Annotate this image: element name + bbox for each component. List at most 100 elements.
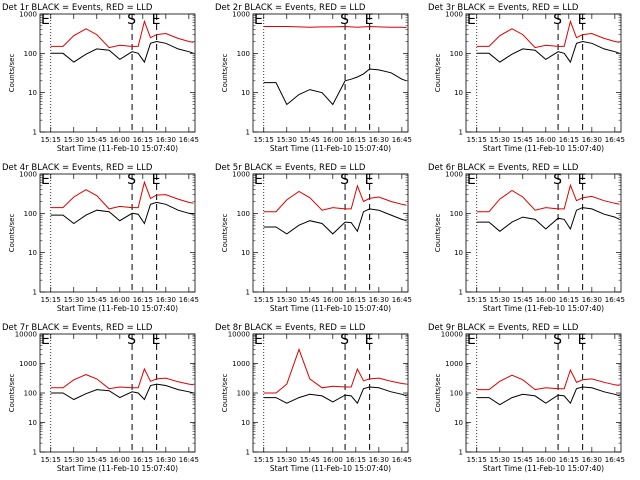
- marker-label: E: [467, 332, 476, 348]
- panel-title: Det 6r BLACK = Events, RED = LLD: [428, 163, 579, 173]
- lld-series-line: [263, 25, 407, 29]
- y-axis-label: Counts/sec: [434, 214, 442, 253]
- detector-panel: Det 6r BLACK = Events, RED = LLD 1 10 100 10…: [428, 163, 625, 313]
- y-tick-label: 1: [33, 289, 37, 297]
- x-tick-label: 16:00: [536, 456, 556, 464]
- events-series-line: [263, 68, 407, 106]
- x-tick-label: 15:15: [254, 136, 274, 144]
- x-tick-label: 15:30: [490, 296, 510, 304]
- x-tick-label: 15:45: [87, 456, 107, 464]
- marker-label: S: [553, 332, 562, 348]
- x-tick-label: 15:30: [277, 296, 297, 304]
- x-tick-label: 15:45: [513, 136, 533, 144]
- x-tick-label: 15:15: [41, 296, 61, 304]
- x-tick-label: 15:15: [254, 296, 274, 304]
- lld-series-line: [476, 183, 620, 213]
- marker-label: E: [41, 172, 50, 188]
- axes-frame: [465, 173, 622, 293]
- x-tick-label: 16:45: [392, 296, 412, 304]
- marker-label: S: [340, 12, 349, 28]
- y-tick-label: 100: [24, 50, 37, 58]
- x-tick-label: 16:15: [559, 136, 579, 144]
- lld-series-line: [50, 367, 194, 390]
- y-tick-label: 1000: [232, 360, 250, 368]
- x-tick-label: 16:00: [110, 136, 130, 144]
- x-tick-label: 16:15: [133, 136, 153, 144]
- detector-panel: Det 7r BLACK = Events, RED = LLD 1 10 100 10…: [2, 323, 199, 473]
- marker-label: S: [127, 12, 136, 28]
- x-tick-label: 15:30: [490, 456, 510, 464]
- detector-panel: Det 1r BLACK = Events, RED = LLD 1 10 100 10…: [2, 3, 199, 153]
- detector-panel: Det 8r BLACK = Events, RED = LLD 1 10 100 10…: [215, 323, 412, 473]
- marker-label: E: [254, 12, 263, 28]
- y-tick-label: 10: [28, 419, 37, 427]
- x-axis-label: Start Time (11-Feb-10 15:07:40): [57, 464, 178, 473]
- x-tick-label: 15:45: [300, 456, 320, 464]
- y-tick-label: 10000: [441, 331, 463, 339]
- marker-label: E: [467, 172, 476, 188]
- y-tick-label: 1000: [445, 171, 463, 179]
- x-axis-label: Start Time (11-Feb-10 15:07:40): [270, 464, 391, 473]
- x-tick-label: 16:15: [133, 296, 153, 304]
- y-tick-label: 1: [33, 449, 37, 457]
- y-tick-label: 1000: [445, 11, 463, 19]
- x-tick-label: 15:45: [87, 296, 107, 304]
- y-tick-label: 100: [24, 210, 37, 218]
- marker-label: E: [578, 172, 587, 188]
- x-tick-label: 15:45: [300, 296, 320, 304]
- y-tick-label: 1000: [445, 360, 463, 368]
- x-tick-label: 16:00: [323, 136, 343, 144]
- y-tick-label: 10: [241, 89, 250, 97]
- y-tick-label: 1000: [232, 171, 250, 179]
- y-tick-label: 10000: [15, 331, 37, 339]
- y-tick-label: 1: [246, 449, 250, 457]
- x-tick-label: 15:45: [87, 136, 107, 144]
- axes-frame: [252, 173, 409, 293]
- x-tick-label: 16:00: [323, 456, 343, 464]
- lld-series-line: [50, 19, 194, 49]
- x-tick-label: 15:30: [64, 296, 84, 304]
- y-tick-label: 100: [237, 390, 250, 398]
- events-series-line: [476, 207, 620, 232]
- x-tick-label: 15:30: [277, 456, 297, 464]
- x-tick-label: 16:30: [369, 456, 389, 464]
- marker-label: S: [340, 172, 349, 188]
- lld-series-line: [263, 347, 407, 394]
- y-tick-label: 10: [454, 249, 463, 257]
- x-tick-label: 16:30: [156, 296, 176, 304]
- marker-label: E: [41, 332, 50, 348]
- lld-series-line: [263, 184, 407, 213]
- x-tick-label: 16:45: [179, 456, 199, 464]
- x-tick-label: 16:00: [536, 296, 556, 304]
- x-tick-label: 16:15: [133, 456, 153, 464]
- y-axis-label: Counts/sec: [221, 214, 229, 253]
- x-axis-label: Start Time (11-Feb-10 15:07:40): [483, 304, 604, 313]
- detector-panel: Det 5r BLACK = Events, RED = LLD 1 10 100 10…: [215, 163, 412, 313]
- marker-label: E: [467, 12, 476, 28]
- x-tick-label: 15:30: [490, 136, 510, 144]
- events-series-line: [50, 201, 194, 225]
- axes-frame: [39, 13, 196, 133]
- x-tick-label: 16:30: [156, 456, 176, 464]
- y-tick-label: 100: [450, 210, 463, 218]
- y-tick-label: 100: [450, 50, 463, 58]
- x-tick-label: 15:30: [277, 136, 297, 144]
- marker-label: S: [553, 12, 562, 28]
- x-axis-label: Start Time (11-Feb-10 15:07:40): [57, 144, 178, 153]
- y-tick-label: 10: [28, 89, 37, 97]
- marker-label: S: [127, 172, 136, 188]
- y-tick-label: 10: [454, 419, 463, 427]
- panel-title: Det 3r BLACK = Events, RED = LLD: [428, 3, 579, 13]
- y-tick-label: 1: [459, 449, 463, 457]
- x-tick-label: 15:15: [41, 136, 61, 144]
- y-axis-label: Counts/sec: [8, 374, 16, 413]
- x-tick-label: 15:15: [254, 456, 274, 464]
- detector-panel: Det 4r BLACK = Events, RED = LLD 1 10 100 10…: [2, 163, 199, 313]
- x-tick-label: 16:30: [582, 456, 602, 464]
- detector-panel: Det 2r BLACK = Events, RED = LLD 1 10 100 10…: [215, 3, 412, 153]
- marker-label: S: [553, 172, 562, 188]
- x-tick-label: 16:15: [559, 296, 579, 304]
- x-axis-label: Start Time (11-Feb-10 15:07:40): [270, 144, 391, 153]
- x-tick-label: 16:45: [392, 136, 412, 144]
- y-axis-label: Counts/sec: [8, 214, 16, 253]
